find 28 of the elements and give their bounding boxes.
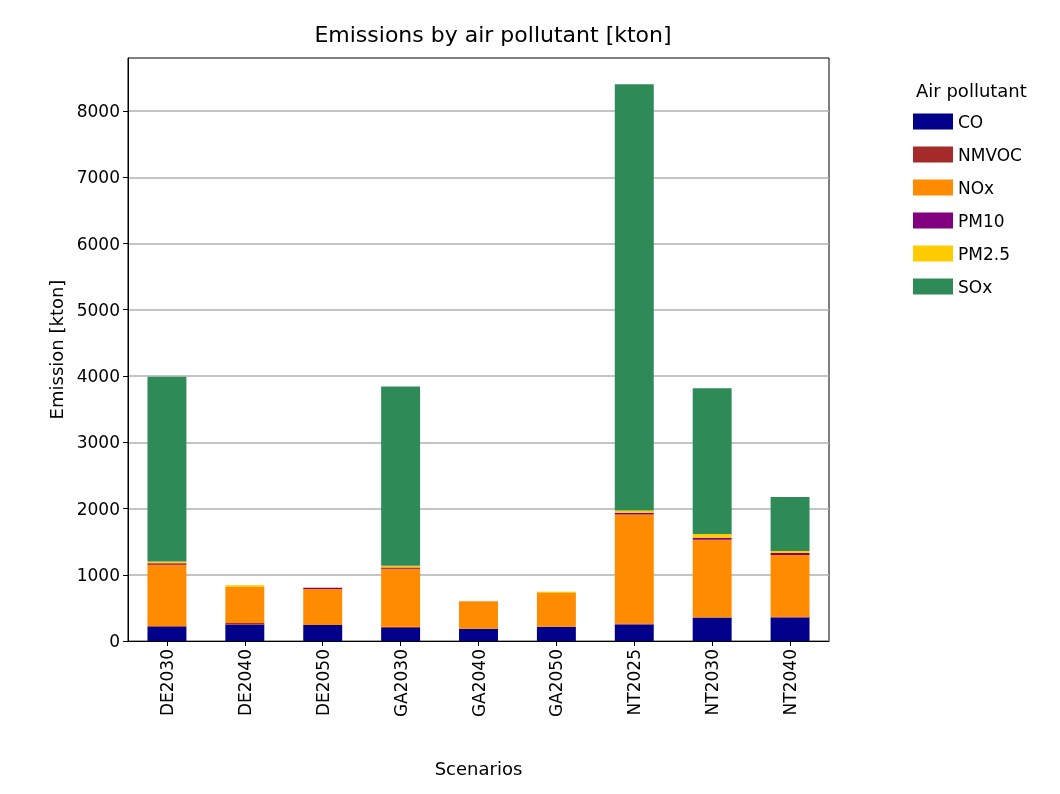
x-tick-label: GA2030 bbox=[390, 649, 411, 718]
x-tick-label: GA2050 bbox=[546, 649, 567, 718]
y-tick-label: 4000 bbox=[76, 366, 120, 386]
y-axis-title: Emission [kton] bbox=[46, 279, 68, 420]
y-tick-label: 5000 bbox=[76, 299, 120, 320]
x-tick-label: DE2040 bbox=[234, 649, 255, 717]
y-tick-label: 7000 bbox=[76, 167, 120, 188]
y-tick-label: 0 bbox=[109, 631, 120, 651]
x-axis-title: Scenarios bbox=[434, 757, 523, 779]
legend-title: Air pollutant bbox=[916, 79, 1027, 101]
legend-label: PM10 bbox=[958, 210, 1005, 231]
legend-label: NOx bbox=[958, 177, 995, 198]
x-tick-label: NT2030 bbox=[702, 649, 723, 716]
y-tick-label: 6000 bbox=[76, 233, 120, 254]
x-tick-label: NT2040 bbox=[780, 649, 801, 716]
y-tick-label: 8000 bbox=[76, 101, 120, 121]
legend-label: PM2.5 bbox=[958, 243, 1010, 264]
x-tick-label: DE2030 bbox=[156, 649, 177, 717]
y-tick-label: 2000 bbox=[76, 498, 120, 519]
legend-label: CO bbox=[958, 111, 984, 132]
x-tick-label: NT2025 bbox=[624, 649, 645, 716]
legend-label: SOx bbox=[958, 276, 993, 297]
y-tick-label: 1000 bbox=[76, 564, 120, 585]
chart-title: Emissions by air pollutant [kton] bbox=[314, 21, 672, 47]
legend-label: NMVOC bbox=[958, 144, 1022, 165]
x-tick-label: DE2050 bbox=[312, 649, 333, 717]
y-tick-label: 3000 bbox=[76, 432, 120, 453]
x-tick-label: GA2040 bbox=[468, 649, 489, 718]
